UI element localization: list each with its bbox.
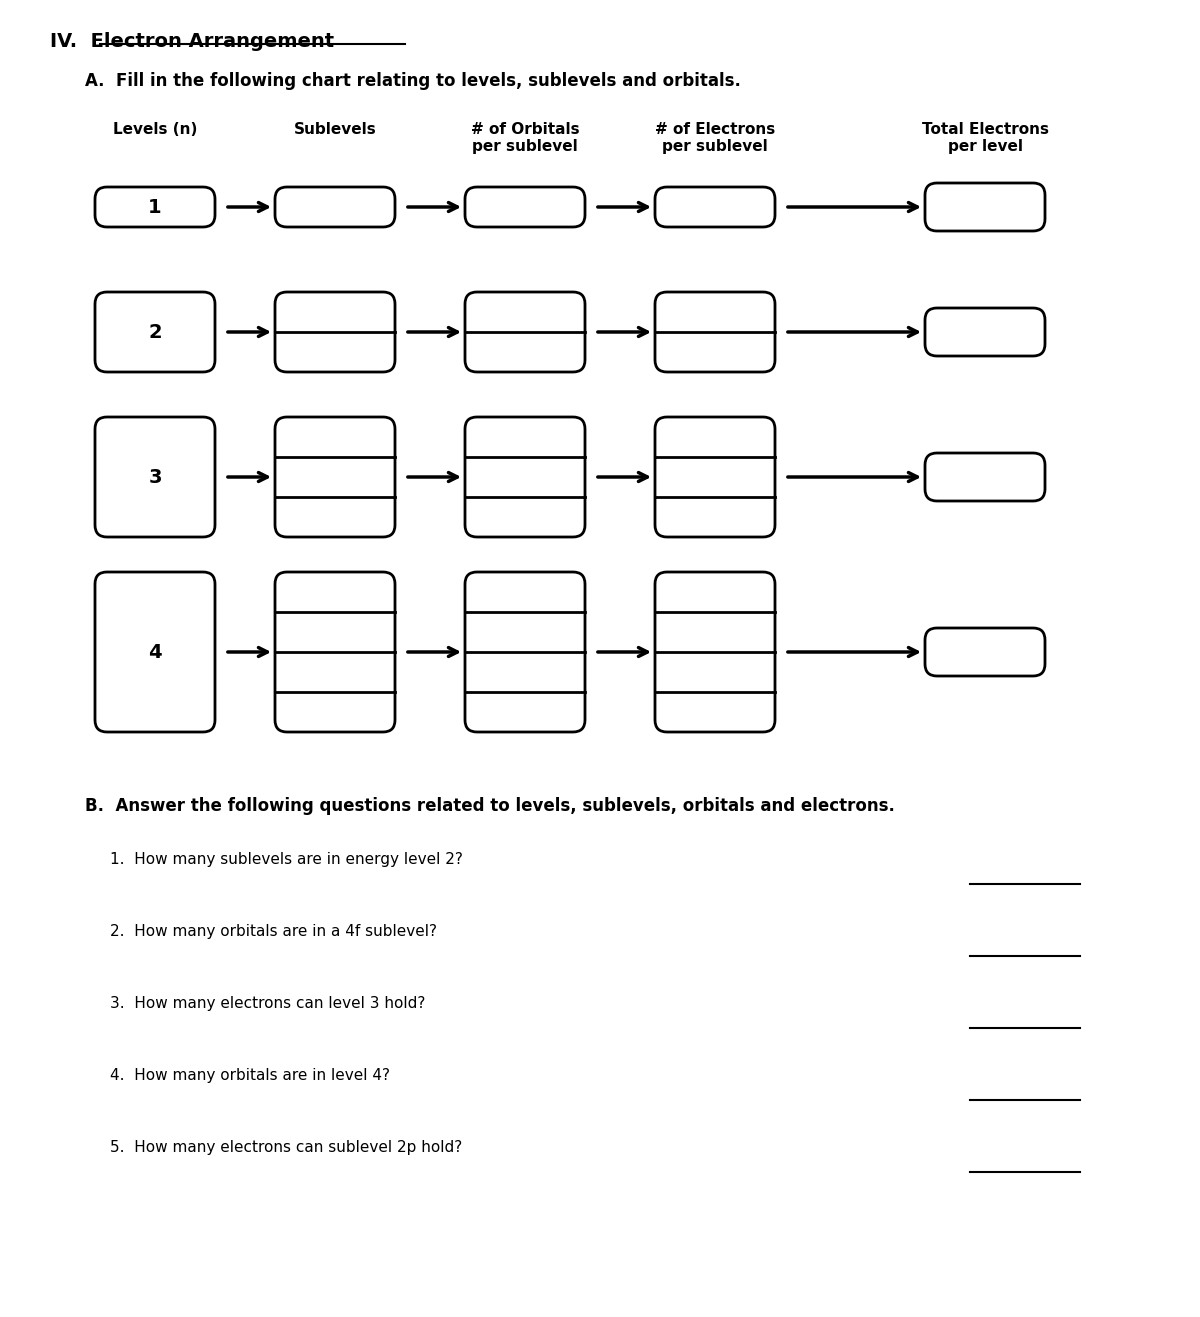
- FancyBboxPatch shape: [275, 292, 395, 371]
- Text: 1: 1: [148, 198, 162, 216]
- Text: 3: 3: [149, 468, 162, 486]
- FancyBboxPatch shape: [925, 308, 1045, 356]
- FancyBboxPatch shape: [95, 292, 215, 371]
- FancyBboxPatch shape: [655, 417, 775, 537]
- FancyBboxPatch shape: [466, 572, 586, 732]
- FancyBboxPatch shape: [466, 187, 586, 227]
- Text: 5.  How many electrons can sublevel 2p hold?: 5. How many electrons can sublevel 2p ho…: [110, 1141, 462, 1155]
- Text: 4.  How many orbitals are in level 4?: 4. How many orbitals are in level 4?: [110, 1068, 390, 1083]
- Text: B.  Answer the following questions related to levels, sublevels, orbitals and el: B. Answer the following questions relate…: [85, 797, 895, 815]
- FancyBboxPatch shape: [275, 417, 395, 537]
- Text: IV.  Electron Arrangement: IV. Electron Arrangement: [50, 32, 334, 51]
- Text: A.  Fill in the following chart relating to levels, sublevels and orbitals.: A. Fill in the following chart relating …: [85, 72, 740, 90]
- FancyBboxPatch shape: [655, 572, 775, 732]
- Text: 2.  How many orbitals are in a 4f sublevel?: 2. How many orbitals are in a 4f subleve…: [110, 925, 437, 939]
- FancyBboxPatch shape: [95, 572, 215, 732]
- FancyBboxPatch shape: [925, 183, 1045, 230]
- Text: 4: 4: [148, 643, 162, 661]
- Text: 1.  How many sublevels are in energy level 2?: 1. How many sublevels are in energy leve…: [110, 852, 463, 867]
- FancyBboxPatch shape: [275, 187, 395, 227]
- Text: Levels (n): Levels (n): [113, 122, 197, 137]
- FancyBboxPatch shape: [275, 572, 395, 732]
- FancyBboxPatch shape: [95, 187, 215, 227]
- Text: 2: 2: [148, 323, 162, 341]
- Text: # of Electrons
per sublevel: # of Electrons per sublevel: [655, 122, 775, 154]
- FancyBboxPatch shape: [466, 417, 586, 537]
- Text: 3.  How many electrons can level 3 hold?: 3. How many electrons can level 3 hold?: [110, 996, 425, 1011]
- Text: # of Orbitals
per sublevel: # of Orbitals per sublevel: [470, 122, 580, 154]
- FancyBboxPatch shape: [655, 292, 775, 371]
- FancyBboxPatch shape: [466, 292, 586, 371]
- FancyBboxPatch shape: [925, 453, 1045, 500]
- FancyBboxPatch shape: [925, 628, 1045, 676]
- Text: Sublevels: Sublevels: [294, 122, 377, 137]
- FancyBboxPatch shape: [95, 417, 215, 537]
- FancyBboxPatch shape: [655, 187, 775, 227]
- Text: Total Electrons
per level: Total Electrons per level: [922, 122, 1049, 154]
